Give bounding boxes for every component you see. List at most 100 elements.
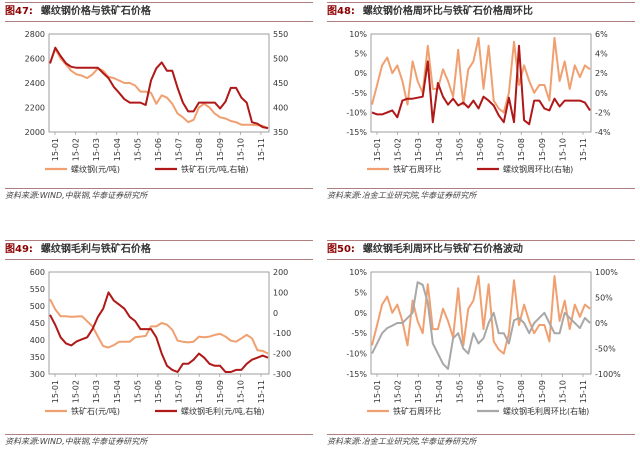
legend-label: 螺纹钢(元/吨) bbox=[71, 164, 120, 174]
figure-title: 螺纹钢毛利与铁矿石价格 bbox=[40, 244, 151, 255]
right-tick-label: 550 bbox=[273, 30, 288, 39]
left-tick-label: -5% bbox=[351, 329, 367, 338]
x-tick-label: 15-07 bbox=[175, 138, 184, 161]
left-tick-label: 300 bbox=[30, 370, 45, 379]
chart-50: 10% 5% 0% -5% -10% -15% 100% 50% 0% -50% -100% 15-0… bbox=[346, 268, 621, 416]
left-tick-label: 0% bbox=[354, 69, 367, 78]
right-tick-label: 0% bbox=[595, 319, 608, 328]
x-tick-label: 15-07 bbox=[175, 380, 184, 403]
left-tick-label: 10% bbox=[349, 30, 367, 39]
plot-frame bbox=[48, 33, 270, 133]
x-tick-label: 15-10 bbox=[558, 380, 567, 403]
plot-frame bbox=[370, 271, 592, 375]
right-tick-label: 200 bbox=[273, 268, 288, 277]
panel-header: 图50: 螺纹钢毛利周环比与铁矿石价格波动 bbox=[327, 240, 635, 260]
x-tick-label: 15-04 bbox=[435, 138, 444, 161]
figure-title: 螺纹钢毛利周环比与铁矿石价格波动 bbox=[362, 244, 523, 255]
left-tick-label: 400 bbox=[30, 336, 45, 345]
panel-header: 图47: 螺纹钢价格与铁矿石价格 bbox=[5, 2, 313, 22]
x-tick-label: 15-03 bbox=[414, 380, 423, 403]
x-tick-label: 15-11 bbox=[257, 138, 266, 161]
figure-title: 螺纹钢价格与铁矿石价格 bbox=[40, 6, 151, 17]
figure-title: 螺纹钢价格周环比与铁矿石价格周环比 bbox=[362, 6, 533, 17]
figure-number: 图50: bbox=[327, 244, 355, 255]
figure-number: 图48: bbox=[327, 6, 355, 17]
left-tick-label: 2200 bbox=[25, 104, 45, 113]
source-note: 资料来源:冶金工业研究院,华泰证券研究所 bbox=[327, 434, 635, 449]
x-tick-label: 15-04 bbox=[113, 380, 122, 403]
left-tick-label: -10% bbox=[346, 350, 367, 359]
legend-label: 螺纹钢毛利周环比(右轴) bbox=[503, 406, 589, 416]
left-tick-label: 450 bbox=[30, 319, 45, 328]
left-tick-label: -10% bbox=[346, 108, 367, 117]
right-tick-label: 350 bbox=[273, 128, 288, 137]
series-line-2 bbox=[49, 46, 269, 130]
right-tick-label: 500 bbox=[273, 55, 288, 64]
x-tick-label: 15-10 bbox=[236, 138, 245, 161]
x-tick-label: 15-06 bbox=[154, 380, 163, 403]
left-tick-label: 600 bbox=[30, 268, 45, 277]
series-line-1 bbox=[49, 47, 269, 130]
left-tick-label: 5% bbox=[354, 50, 367, 59]
left-tick-label: 10% bbox=[349, 268, 367, 277]
series-line-2 bbox=[371, 281, 591, 370]
left-tick-label: -5% bbox=[351, 89, 367, 98]
x-tick-label: 15-08 bbox=[517, 138, 526, 161]
series-line-1 bbox=[371, 36, 591, 114]
series-line-2 bbox=[371, 44, 591, 126]
right-tick-label: -100% bbox=[595, 370, 621, 379]
x-tick-label: 15-03 bbox=[414, 138, 423, 161]
legend-label: 螺纹钢毛利(元/吨,右轴) bbox=[181, 406, 264, 416]
left-tick-label: 2000 bbox=[25, 128, 45, 137]
source-note: 资料来源:WIND,中联钢,华泰证券研究所 bbox=[5, 188, 313, 203]
x-tick-label: 15-04 bbox=[435, 380, 444, 403]
source-note: 资料来源:冶金工业研究院,华泰证券研究所 bbox=[327, 188, 635, 203]
x-tick-label: 15-06 bbox=[154, 138, 163, 161]
figure-number: 图49: bbox=[5, 244, 33, 255]
series-line-1 bbox=[371, 275, 591, 355]
chart-47: 2800 2600 2400 2200 2000 550 500 450 400 350 15-01… bbox=[25, 30, 289, 174]
right-tick-label: -50% bbox=[595, 345, 616, 354]
x-tick-label: 15-09 bbox=[538, 380, 547, 403]
x-tick-label: 15-01 bbox=[373, 380, 382, 403]
right-tick-label: 0 bbox=[273, 309, 278, 318]
right-tick-label: 4% bbox=[595, 50, 608, 59]
x-tick-label: 15-08 bbox=[517, 380, 526, 403]
left-tick-label: 0% bbox=[354, 309, 367, 318]
right-tick-label: 2% bbox=[595, 69, 608, 78]
right-tick-label: 6% bbox=[595, 30, 608, 39]
right-tick-label: -100 bbox=[273, 329, 291, 338]
left-tick-label: 500 bbox=[30, 302, 45, 311]
legend-label: 铁矿石(元/吨) bbox=[71, 406, 120, 416]
panel-header: 图48: 螺纹钢价格周环比与铁矿石价格周环比 bbox=[327, 2, 635, 22]
right-tick-label: 0% bbox=[595, 89, 608, 98]
series-line-1 bbox=[49, 298, 269, 355]
x-tick-label: 15-09 bbox=[216, 380, 225, 403]
plot-frame bbox=[48, 271, 270, 375]
x-tick-label: 15-06 bbox=[476, 380, 485, 403]
right-tick-label: -4% bbox=[595, 128, 611, 137]
left-tick-label: 550 bbox=[30, 285, 45, 294]
right-tick-label: 100 bbox=[273, 288, 288, 297]
legend-label: 铁矿石周环比 bbox=[393, 406, 441, 416]
left-tick-label: 2400 bbox=[25, 79, 45, 88]
x-tick-label: 15-01 bbox=[51, 380, 60, 403]
right-tick-label: -300 bbox=[273, 370, 291, 379]
left-tick-label: 2800 bbox=[25, 30, 45, 39]
plot-frame bbox=[370, 33, 592, 133]
panel-header: 图49: 螺纹钢毛利与铁矿石价格 bbox=[5, 240, 313, 260]
x-tick-label: 15-02 bbox=[72, 380, 81, 403]
right-tick-label: -2% bbox=[595, 108, 611, 117]
left-tick-label: -15% bbox=[346, 370, 367, 379]
left-tick-label: 350 bbox=[30, 353, 45, 362]
x-tick-label: 15-11 bbox=[579, 138, 588, 161]
x-tick-label: 15-04 bbox=[113, 138, 122, 161]
series-line-2 bbox=[49, 291, 269, 373]
chart-48: 10% 5% 0% -5% -10% -15% 6% 4% 2% 0% -2% -4% 15-01 15-… bbox=[346, 30, 611, 174]
legend-label: 铁矿石(元/吨,右轴) bbox=[181, 164, 248, 174]
x-tick-label: 15-10 bbox=[236, 380, 245, 403]
x-tick-label: 15-01 bbox=[373, 138, 382, 161]
right-tick-label: 450 bbox=[273, 79, 288, 88]
x-tick-label: 15-07 bbox=[497, 138, 506, 161]
right-tick-label: -200 bbox=[273, 350, 291, 359]
